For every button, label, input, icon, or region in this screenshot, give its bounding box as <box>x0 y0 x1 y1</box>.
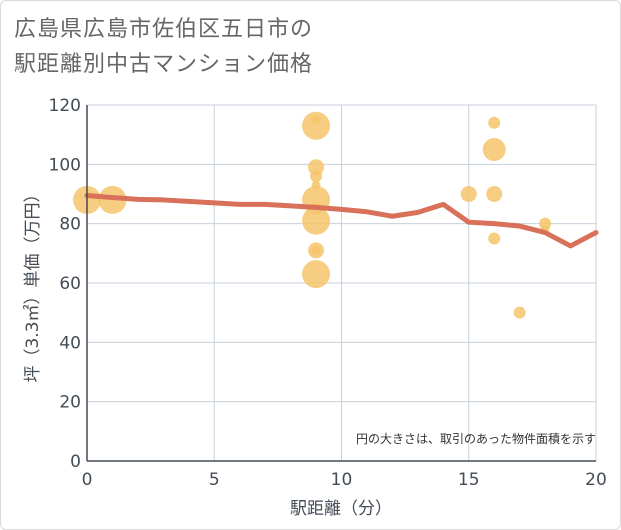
axes <box>86 105 596 462</box>
x-tick-label: 0 <box>82 470 93 490</box>
tick-labels: 0 20 40 60 80 100 120 0 5 10 15 20 <box>49 96 607 490</box>
chart-title-line2: 駅距離別中古マンション価格 <box>14 52 314 77</box>
data-bubble <box>486 186 503 202</box>
data-bubble <box>310 170 323 183</box>
trend-line <box>84 192 599 249</box>
data-bubble <box>460 186 477 202</box>
y-tick-label: 20 <box>59 393 81 413</box>
x-axis-label: 駅距離（分） <box>290 499 392 519</box>
data-bubble <box>482 138 506 161</box>
data-bubble <box>308 159 325 176</box>
x-tick-label: 5 <box>209 470 220 490</box>
x-tick-label: 20 <box>585 470 607 490</box>
y-axis-label: 坪（3.3㎡）単価（万円） <box>23 185 43 382</box>
bubble-size-note: 円の大きさは、取引のあった物件面積を示す <box>356 431 596 446</box>
trend-line-group <box>84 192 599 249</box>
x-tick-label: 15 <box>458 470 480 490</box>
bubble-series <box>73 111 552 319</box>
y-tick-label: 40 <box>59 333 81 353</box>
grid-lines <box>86 104 597 462</box>
data-bubble <box>302 111 331 140</box>
y-tick-label: 100 <box>49 155 81 175</box>
chart-title-line1: 広島県広島市佐伯区五日市の <box>14 17 314 42</box>
data-bubble <box>311 115 321 125</box>
x-tick-label: 10 <box>331 470 353 490</box>
data-bubble <box>513 306 526 319</box>
data-bubble <box>302 260 331 289</box>
data-bubble <box>302 206 331 235</box>
y-tick-label: 80 <box>59 215 81 235</box>
data-bubble <box>311 245 321 255</box>
y-tick-label: 0 <box>70 452 81 472</box>
y-tick-label: 120 <box>49 96 81 116</box>
y-tick-label: 60 <box>59 274 81 294</box>
data-bubble <box>488 116 501 129</box>
data-bubble <box>488 232 501 245</box>
chart-title: 広島県広島市佐伯区五日市の 駅距離別中古マンション価格 <box>14 12 604 82</box>
